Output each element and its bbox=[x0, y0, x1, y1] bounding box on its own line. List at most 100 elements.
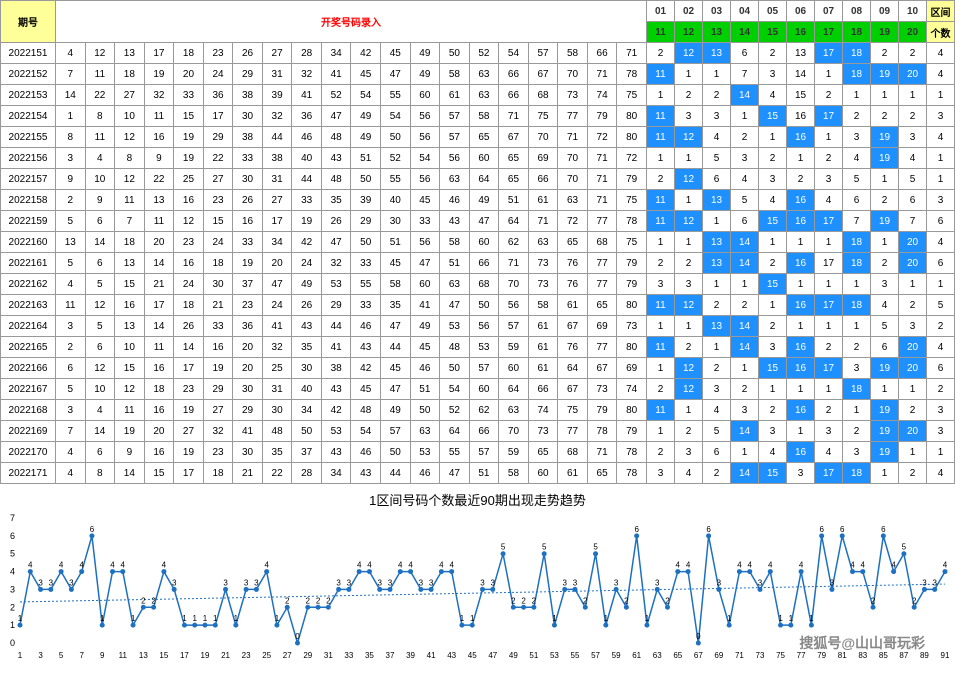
num-cell: 19 bbox=[871, 127, 899, 148]
count-cell: 4 bbox=[927, 232, 955, 253]
num-cell: 1 bbox=[871, 169, 899, 190]
draw-cell: 48 bbox=[440, 337, 470, 358]
draw-cell: 32 bbox=[262, 337, 292, 358]
draw-cell: 66 bbox=[499, 85, 529, 106]
draw-cell: 27 bbox=[174, 421, 204, 442]
draw-cell: 77 bbox=[558, 421, 588, 442]
period-cell: 2022164 bbox=[1, 316, 56, 337]
draw-cell: 67 bbox=[499, 127, 529, 148]
svg-text:3: 3 bbox=[614, 578, 619, 587]
draw-cell: 51 bbox=[351, 148, 381, 169]
draw-cell: 12 bbox=[115, 379, 145, 400]
svg-text:2: 2 bbox=[316, 596, 321, 605]
draw-cell: 19 bbox=[292, 211, 322, 232]
draw-cell: 15 bbox=[115, 274, 145, 295]
num-cell: 1 bbox=[843, 85, 871, 106]
draw-cell: 65 bbox=[528, 442, 558, 463]
num-cell: 1 bbox=[675, 400, 703, 421]
draw-cell: 7 bbox=[56, 421, 86, 442]
draw-cell: 70 bbox=[558, 169, 588, 190]
table-row: 2022158291113162326273335394045464951616… bbox=[1, 190, 955, 211]
num-cell: 2 bbox=[675, 85, 703, 106]
draw-cell: 60 bbox=[469, 232, 499, 253]
draw-cell: 53 bbox=[469, 337, 499, 358]
draw-cell: 8 bbox=[56, 127, 86, 148]
svg-text:3: 3 bbox=[480, 578, 485, 587]
num-cell: 2 bbox=[647, 43, 675, 64]
draw-cell: 60 bbox=[469, 379, 499, 400]
trend-chart: 1区间号码个数最近90期出现走势趋势 012345671433434614412… bbox=[0, 486, 955, 661]
num-cell: 2 bbox=[899, 43, 927, 64]
draw-cell: 57 bbox=[469, 358, 499, 379]
draw-cell: 37 bbox=[233, 274, 263, 295]
draw-cell: 52 bbox=[469, 43, 499, 64]
draw-cell: 18 bbox=[115, 232, 145, 253]
hdr-01: 01 bbox=[647, 1, 675, 22]
num-cell: 6 bbox=[703, 442, 731, 463]
draw-cell: 68 bbox=[528, 85, 558, 106]
num-cell: 11 bbox=[647, 190, 675, 211]
draw-cell: 66 bbox=[469, 421, 499, 442]
num-cell: 3 bbox=[759, 169, 787, 190]
svg-text:7: 7 bbox=[79, 651, 84, 660]
num-cell: 1 bbox=[675, 64, 703, 85]
draw-cell: 44 bbox=[321, 316, 351, 337]
num-cell: 20 bbox=[899, 421, 927, 442]
draw-cell: 28 bbox=[292, 43, 322, 64]
draw-cell: 46 bbox=[440, 190, 470, 211]
num-cell: 2 bbox=[703, 85, 731, 106]
svg-text:6: 6 bbox=[90, 525, 95, 534]
draw-cell: 40 bbox=[292, 148, 322, 169]
svg-text:2: 2 bbox=[521, 596, 526, 605]
num-cell: 5 bbox=[703, 148, 731, 169]
table-row: 2022160131418202324333442475051565860626… bbox=[1, 232, 955, 253]
table-row: 2022171481415171821222834434446475158606… bbox=[1, 463, 955, 484]
draw-cell: 46 bbox=[351, 442, 381, 463]
draw-cell: 54 bbox=[410, 148, 440, 169]
num-cell: 18 bbox=[843, 64, 871, 85]
draw-cell: 8 bbox=[85, 106, 115, 127]
num-cell: 4 bbox=[731, 169, 759, 190]
num-cell: 12 bbox=[675, 169, 703, 190]
num-cell: 2 bbox=[759, 43, 787, 64]
num-cell: 19 bbox=[871, 400, 899, 421]
svg-text:63: 63 bbox=[653, 651, 662, 660]
svg-text:4: 4 bbox=[357, 561, 362, 570]
draw-cell: 22 bbox=[85, 85, 115, 106]
draw-cell: 60 bbox=[528, 463, 558, 484]
draw-cell: 34 bbox=[321, 463, 351, 484]
draw-cell: 15 bbox=[174, 106, 204, 127]
num-cell: 19 bbox=[871, 421, 899, 442]
num-cell: 2 bbox=[647, 442, 675, 463]
svg-text:4: 4 bbox=[79, 561, 84, 570]
num-cell: 1 bbox=[647, 232, 675, 253]
draw-cell: 42 bbox=[321, 400, 351, 421]
draw-cell: 16 bbox=[144, 442, 174, 463]
draw-cell: 47 bbox=[381, 64, 411, 85]
num-cell: 1 bbox=[843, 400, 871, 421]
draw-cell: 26 bbox=[233, 190, 263, 211]
num-cell: 5 bbox=[731, 190, 759, 211]
period-cell: 2022171 bbox=[1, 463, 56, 484]
hdr-19: 19 bbox=[871, 22, 899, 43]
count-cell: 3 bbox=[927, 106, 955, 127]
num-cell: 2 bbox=[731, 295, 759, 316]
draw-cell: 8 bbox=[115, 148, 145, 169]
num-cell: 1 bbox=[703, 211, 731, 232]
draw-cell: 16 bbox=[144, 400, 174, 421]
draw-cell: 73 bbox=[528, 274, 558, 295]
count-cell: 2 bbox=[927, 379, 955, 400]
draw-cell: 70 bbox=[499, 421, 529, 442]
draw-cell: 51 bbox=[499, 190, 529, 211]
draw-cell: 70 bbox=[528, 127, 558, 148]
hdr-06: 06 bbox=[787, 1, 815, 22]
draw-cell: 30 bbox=[233, 169, 263, 190]
table-row: 2022157910122225273031444850555663646566… bbox=[1, 169, 955, 190]
draw-cell: 30 bbox=[203, 274, 233, 295]
hdr-11: 11 bbox=[647, 22, 675, 43]
draw-cell: 41 bbox=[410, 295, 440, 316]
draw-cell: 14 bbox=[144, 316, 174, 337]
num-cell: 3 bbox=[871, 274, 899, 295]
count-cell: 4 bbox=[927, 463, 955, 484]
num-cell: 12 bbox=[675, 211, 703, 232]
